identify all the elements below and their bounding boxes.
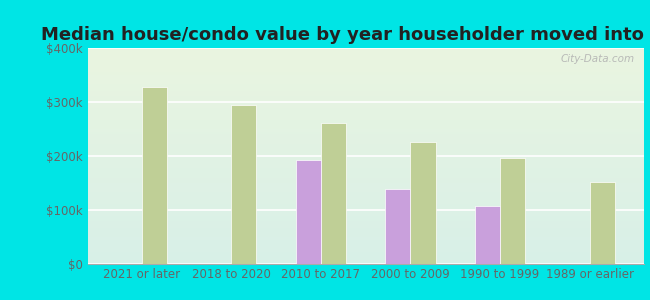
Bar — [142, 87, 166, 264]
Bar — [296, 160, 321, 264]
Bar — [500, 158, 525, 264]
Bar — [475, 206, 500, 264]
Text: City-Data.com: City-Data.com — [561, 55, 635, 64]
Bar — [321, 123, 346, 264]
Bar — [590, 182, 615, 264]
Bar — [231, 105, 256, 264]
Bar — [410, 142, 436, 264]
Title: Median house/condo value by year householder moved into unit: Median house/condo value by year househo… — [41, 26, 650, 44]
Bar — [385, 190, 410, 264]
